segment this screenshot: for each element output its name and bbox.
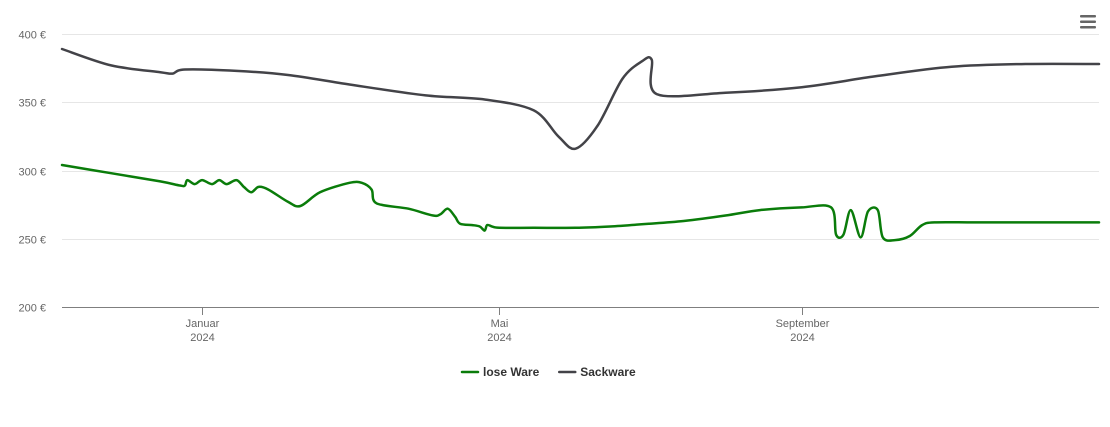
legend[interactable]: lose Ware Sackware: [460, 365, 636, 379]
series-line-sackware[interactable]: [60, 47, 1101, 151]
y-axis-labels: 200 € 250 € 300 € 350 € 400 €: [18, 30, 46, 315]
x-tick-label: Januar 2024: [186, 318, 220, 344]
series-line-lose-ware[interactable]: [60, 163, 1101, 242]
legend-label: Sackware: [580, 365, 636, 379]
legend-label: lose Ware: [483, 365, 540, 379]
x-tick-year: 2024: [790, 332, 814, 344]
y-tick-label: 350 €: [18, 98, 46, 110]
series-lines: [60, 47, 1101, 242]
hamburger-menu-icon: [1080, 15, 1096, 29]
grid-lines: [62, 34, 1099, 240]
legend-item-lose-ware[interactable]: lose Ware: [460, 365, 540, 379]
x-tick-label: Mai 2024: [487, 318, 511, 344]
x-tick-year: 2024: [487, 332, 511, 344]
y-tick-label: 250 €: [18, 235, 46, 247]
y-tick-label: 400 €: [18, 30, 46, 42]
x-tick-year: 2024: [190, 332, 214, 344]
y-tick-label: 300 €: [18, 167, 46, 179]
x-tick-label: September 2024: [776, 318, 830, 344]
y-tick-label: 200 €: [18, 303, 46, 315]
x-axis-labels: Januar 2024 Mai 2024 September 2024: [186, 318, 830, 344]
chart-menu-button[interactable]: [1074, 10, 1102, 34]
x-tick-month: Januar: [186, 318, 220, 330]
legend-item-sackware[interactable]: Sackware: [558, 365, 636, 379]
x-tick-month: Mai: [491, 318, 509, 330]
x-axis: [62, 307, 1099, 315]
x-tick-month: September: [776, 318, 830, 330]
